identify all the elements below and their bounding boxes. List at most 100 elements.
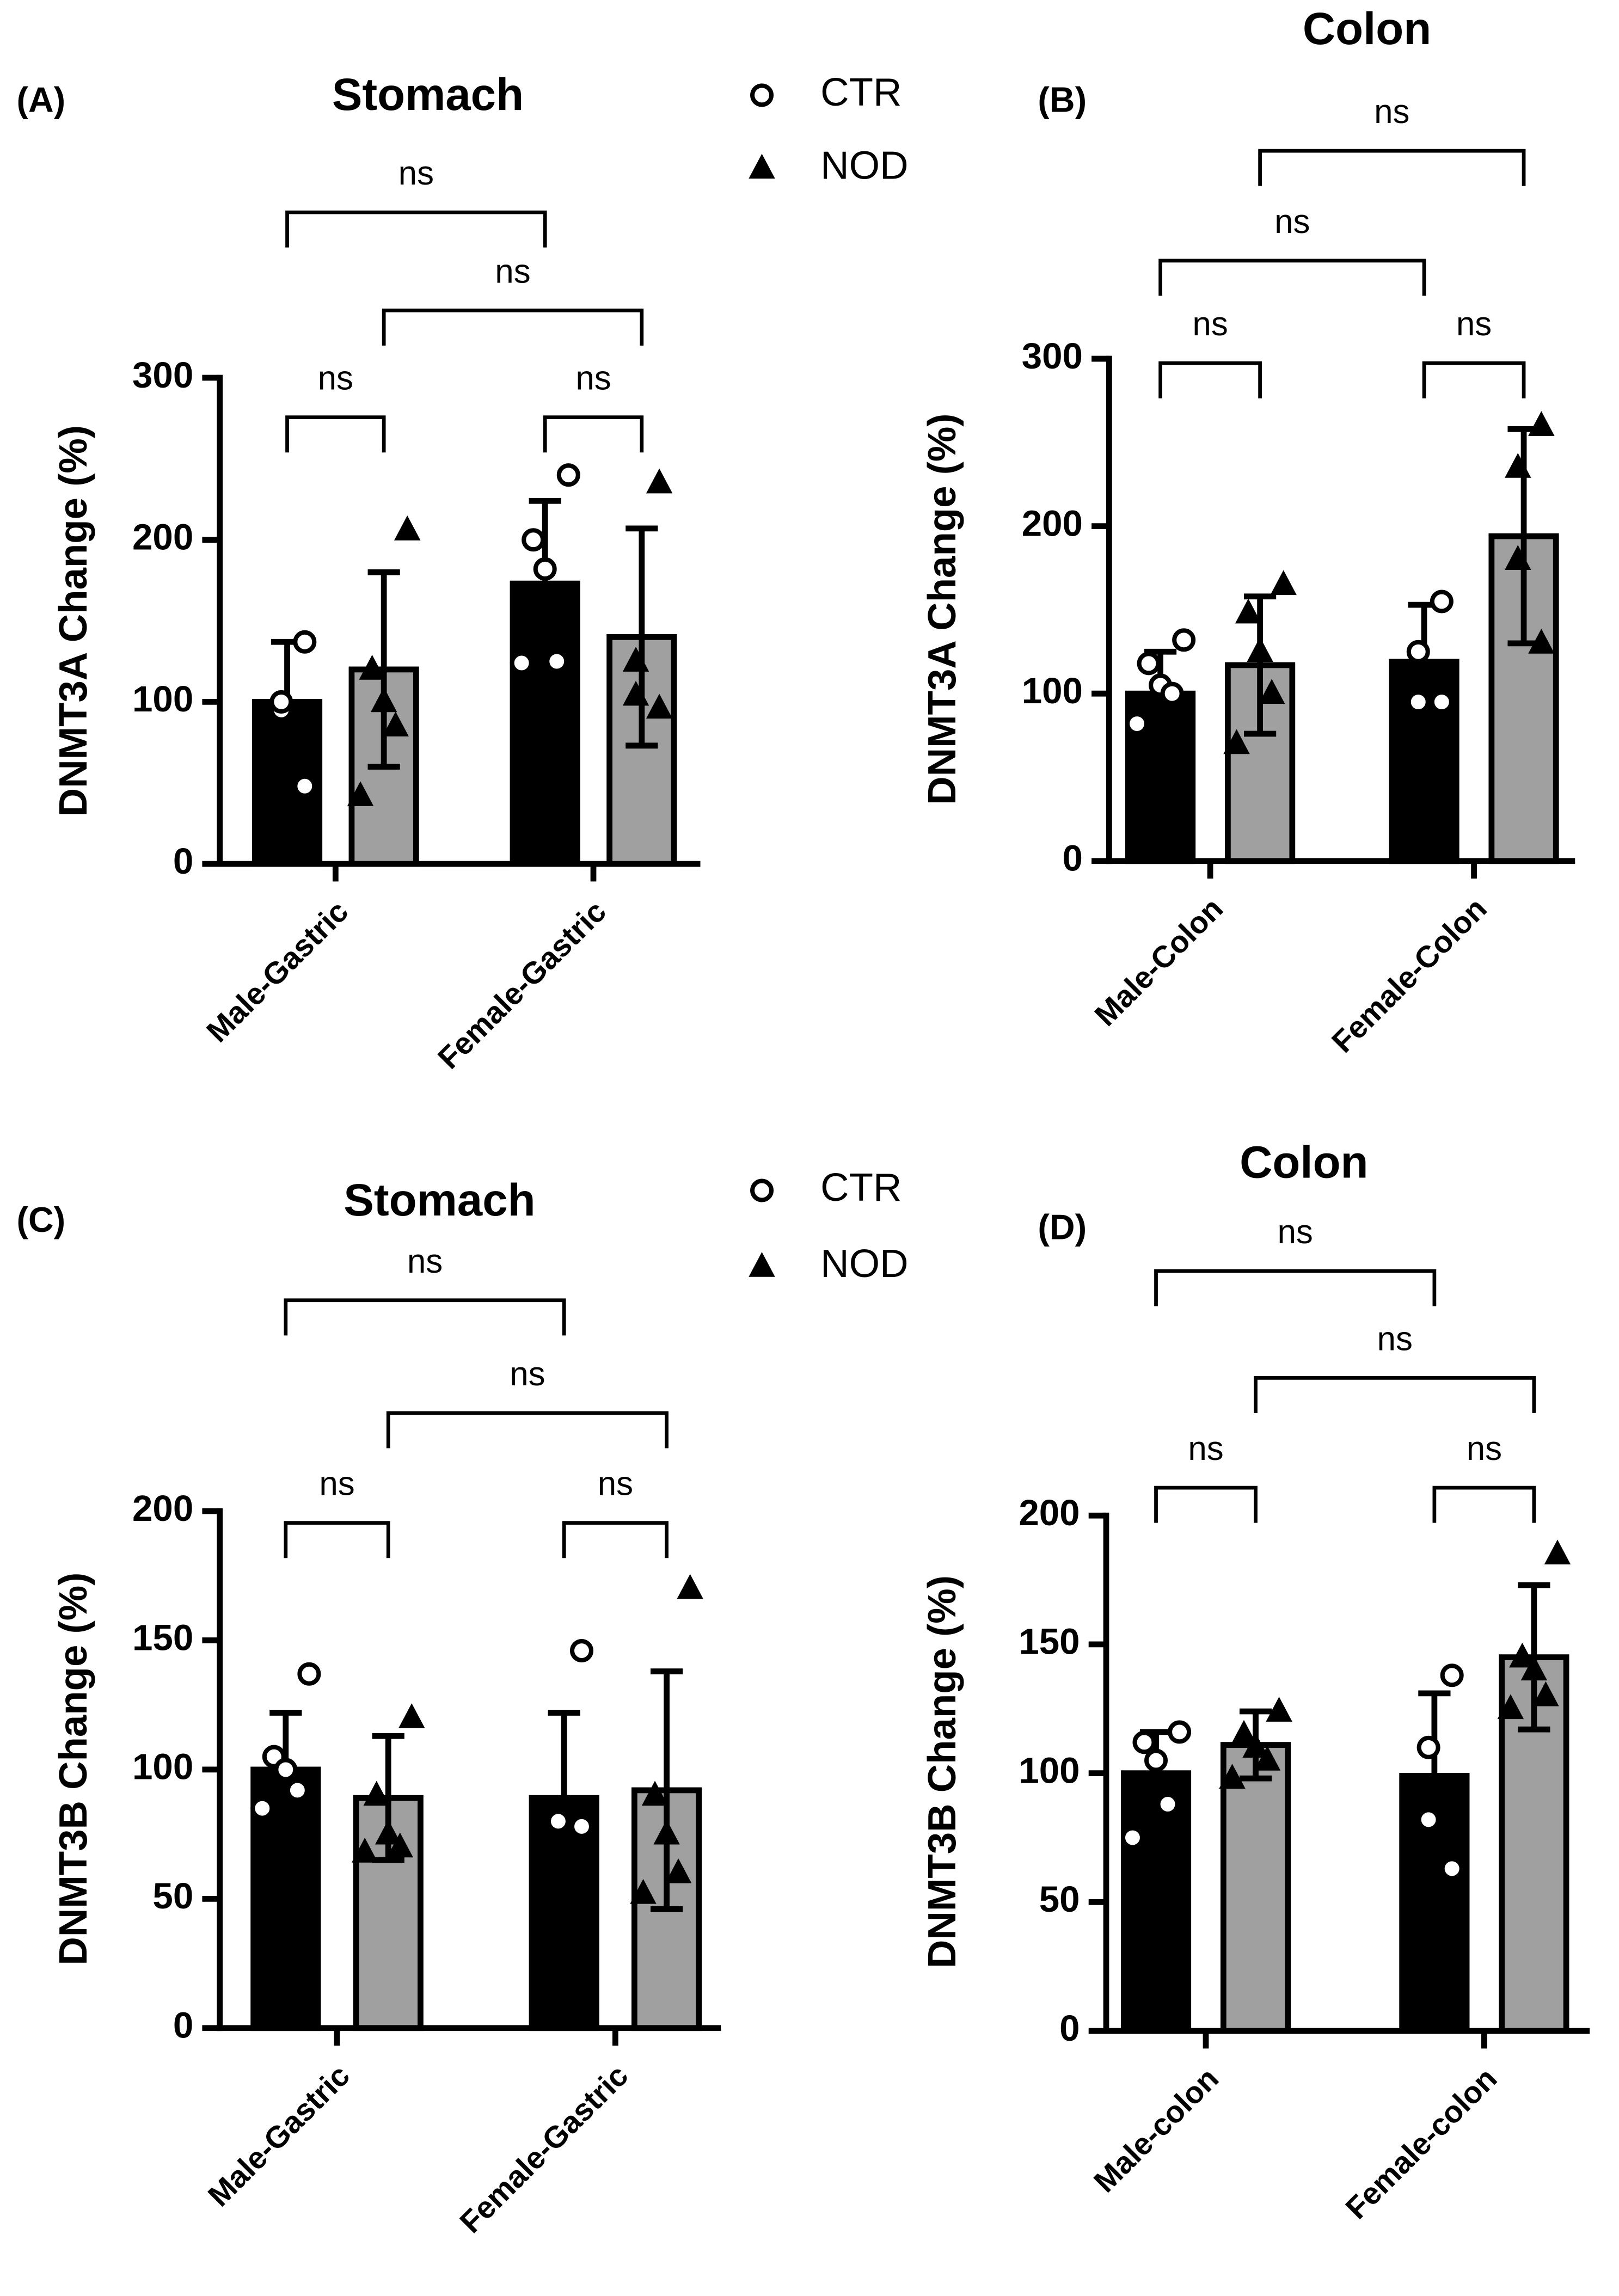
data-point: [533, 557, 557, 581]
data-point: [1528, 629, 1555, 654]
data-point: [622, 647, 649, 672]
significance-bracket: [285, 415, 386, 453]
data-point: [250, 1796, 274, 1820]
data-point: [1125, 712, 1149, 736]
data-point: [285, 1778, 309, 1802]
bar: [1220, 1742, 1291, 2034]
y-tick-label: 100: [1022, 671, 1083, 711]
significance-label: ns: [1188, 1430, 1223, 1468]
data-point: [522, 528, 545, 552]
y-tick-label: 0: [173, 2005, 193, 2046]
data-point: [351, 1837, 378, 1863]
data-point: [1416, 1735, 1440, 1759]
y-tick-label: 200: [1019, 1493, 1080, 1533]
data-point: [1254, 1746, 1281, 1771]
significance-bracket: [1158, 361, 1262, 398]
data-point: [1505, 453, 1531, 478]
y-tick-label: 100: [1019, 1750, 1080, 1791]
x-tick-label: Female-Gastric: [431, 894, 612, 1075]
data-point: [677, 1574, 703, 1599]
data-point: [1505, 545, 1531, 570]
x-tick-label: Male-Colon: [1088, 891, 1229, 1033]
significance-label: ns: [575, 360, 611, 397]
data-point: [665, 1858, 692, 1883]
significance-label: ns: [319, 1465, 354, 1503]
legend-marker: [750, 1178, 774, 1202]
data-point: [1219, 1764, 1246, 1789]
significance-bracket: [543, 415, 644, 453]
data-point: [641, 1781, 669, 1806]
x-tick-label: Female-Colon: [1325, 891, 1493, 1059]
data-point: [297, 1662, 321, 1686]
significance-bracket: [382, 308, 644, 346]
legend-label: CTR: [820, 70, 902, 114]
legend-label: NOD: [820, 144, 908, 188]
y-tick-label: 200: [1022, 503, 1083, 544]
significance-bracket: [285, 210, 547, 248]
data-point: [646, 468, 673, 494]
data-point: [274, 1758, 298, 1782]
significance-bracket: [284, 1521, 390, 1558]
significance-bracket: [1422, 361, 1526, 398]
chart-title: Stomach: [332, 69, 524, 120]
data-point: [569, 1814, 594, 1838]
significance-label: ns: [1374, 93, 1409, 131]
significance-label: ns: [1278, 1213, 1313, 1251]
data-point: [1247, 637, 1273, 662]
data-point: [1168, 1720, 1192, 1744]
data-point: [370, 687, 397, 713]
significance-bracket: [1158, 259, 1426, 296]
data-point: [1509, 1642, 1536, 1668]
significance-label: ns: [510, 1355, 545, 1393]
significance-label: ns: [407, 1243, 443, 1280]
data-point: [646, 693, 673, 719]
data-point: [1258, 679, 1285, 704]
significance-label: ns: [1456, 305, 1492, 343]
data-point: [1416, 1808, 1440, 1832]
x-tick-label: Male-Gastric: [201, 2058, 356, 2213]
data-point: [1430, 690, 1454, 714]
significance-bracket: [284, 1298, 566, 1336]
data-point: [293, 774, 317, 798]
y-tick-label: 50: [1039, 1879, 1080, 1920]
data-point: [359, 654, 385, 680]
x-tick-label: Male-colon: [1087, 2061, 1225, 2199]
chart-title: Colon: [1303, 3, 1431, 54]
error-bar: [1244, 593, 1277, 737]
significance-label: ns: [1192, 305, 1228, 343]
data-point: [1497, 1694, 1524, 1720]
significance-label: ns: [598, 1465, 633, 1503]
legend-label: CTR: [820, 1165, 902, 1210]
legend-marker: [750, 83, 774, 107]
panel-label: (D): [1038, 1208, 1087, 1247]
data-point: [1156, 1792, 1180, 1816]
y-axis-label: DNMT3B Change (%): [920, 1575, 964, 1968]
y-axis-label: DNMT3A Change (%): [51, 425, 95, 817]
data-point: [546, 1809, 570, 1833]
x-tick-label: Female-colon: [1339, 2061, 1503, 2225]
data-point: [1520, 1655, 1548, 1681]
data-point: [387, 1832, 413, 1858]
data-point: [510, 651, 533, 675]
y-tick-label: 300: [1022, 336, 1083, 377]
data-point: [1160, 682, 1184, 705]
data-point: [398, 1703, 425, 1728]
significance-label: ns: [1377, 1320, 1413, 1358]
error-bar: [548, 1710, 580, 1887]
data-point: [1266, 1697, 1292, 1722]
significance-label: ns: [495, 253, 530, 290]
data-point: [1440, 1857, 1464, 1881]
data-point: [556, 463, 580, 487]
data-point: [622, 680, 649, 706]
significance-bracket: [562, 1521, 669, 1558]
data-point: [653, 1819, 680, 1845]
data-point: [1544, 1539, 1571, 1565]
data-point: [1430, 590, 1454, 613]
significance-bracket: [386, 1411, 669, 1448]
data-point: [1120, 1826, 1144, 1850]
data-point: [1172, 628, 1196, 652]
data-point: [394, 515, 421, 541]
x-tick-label: Male-Gastric: [200, 894, 354, 1048]
chart-title: Colon: [1240, 1136, 1368, 1187]
